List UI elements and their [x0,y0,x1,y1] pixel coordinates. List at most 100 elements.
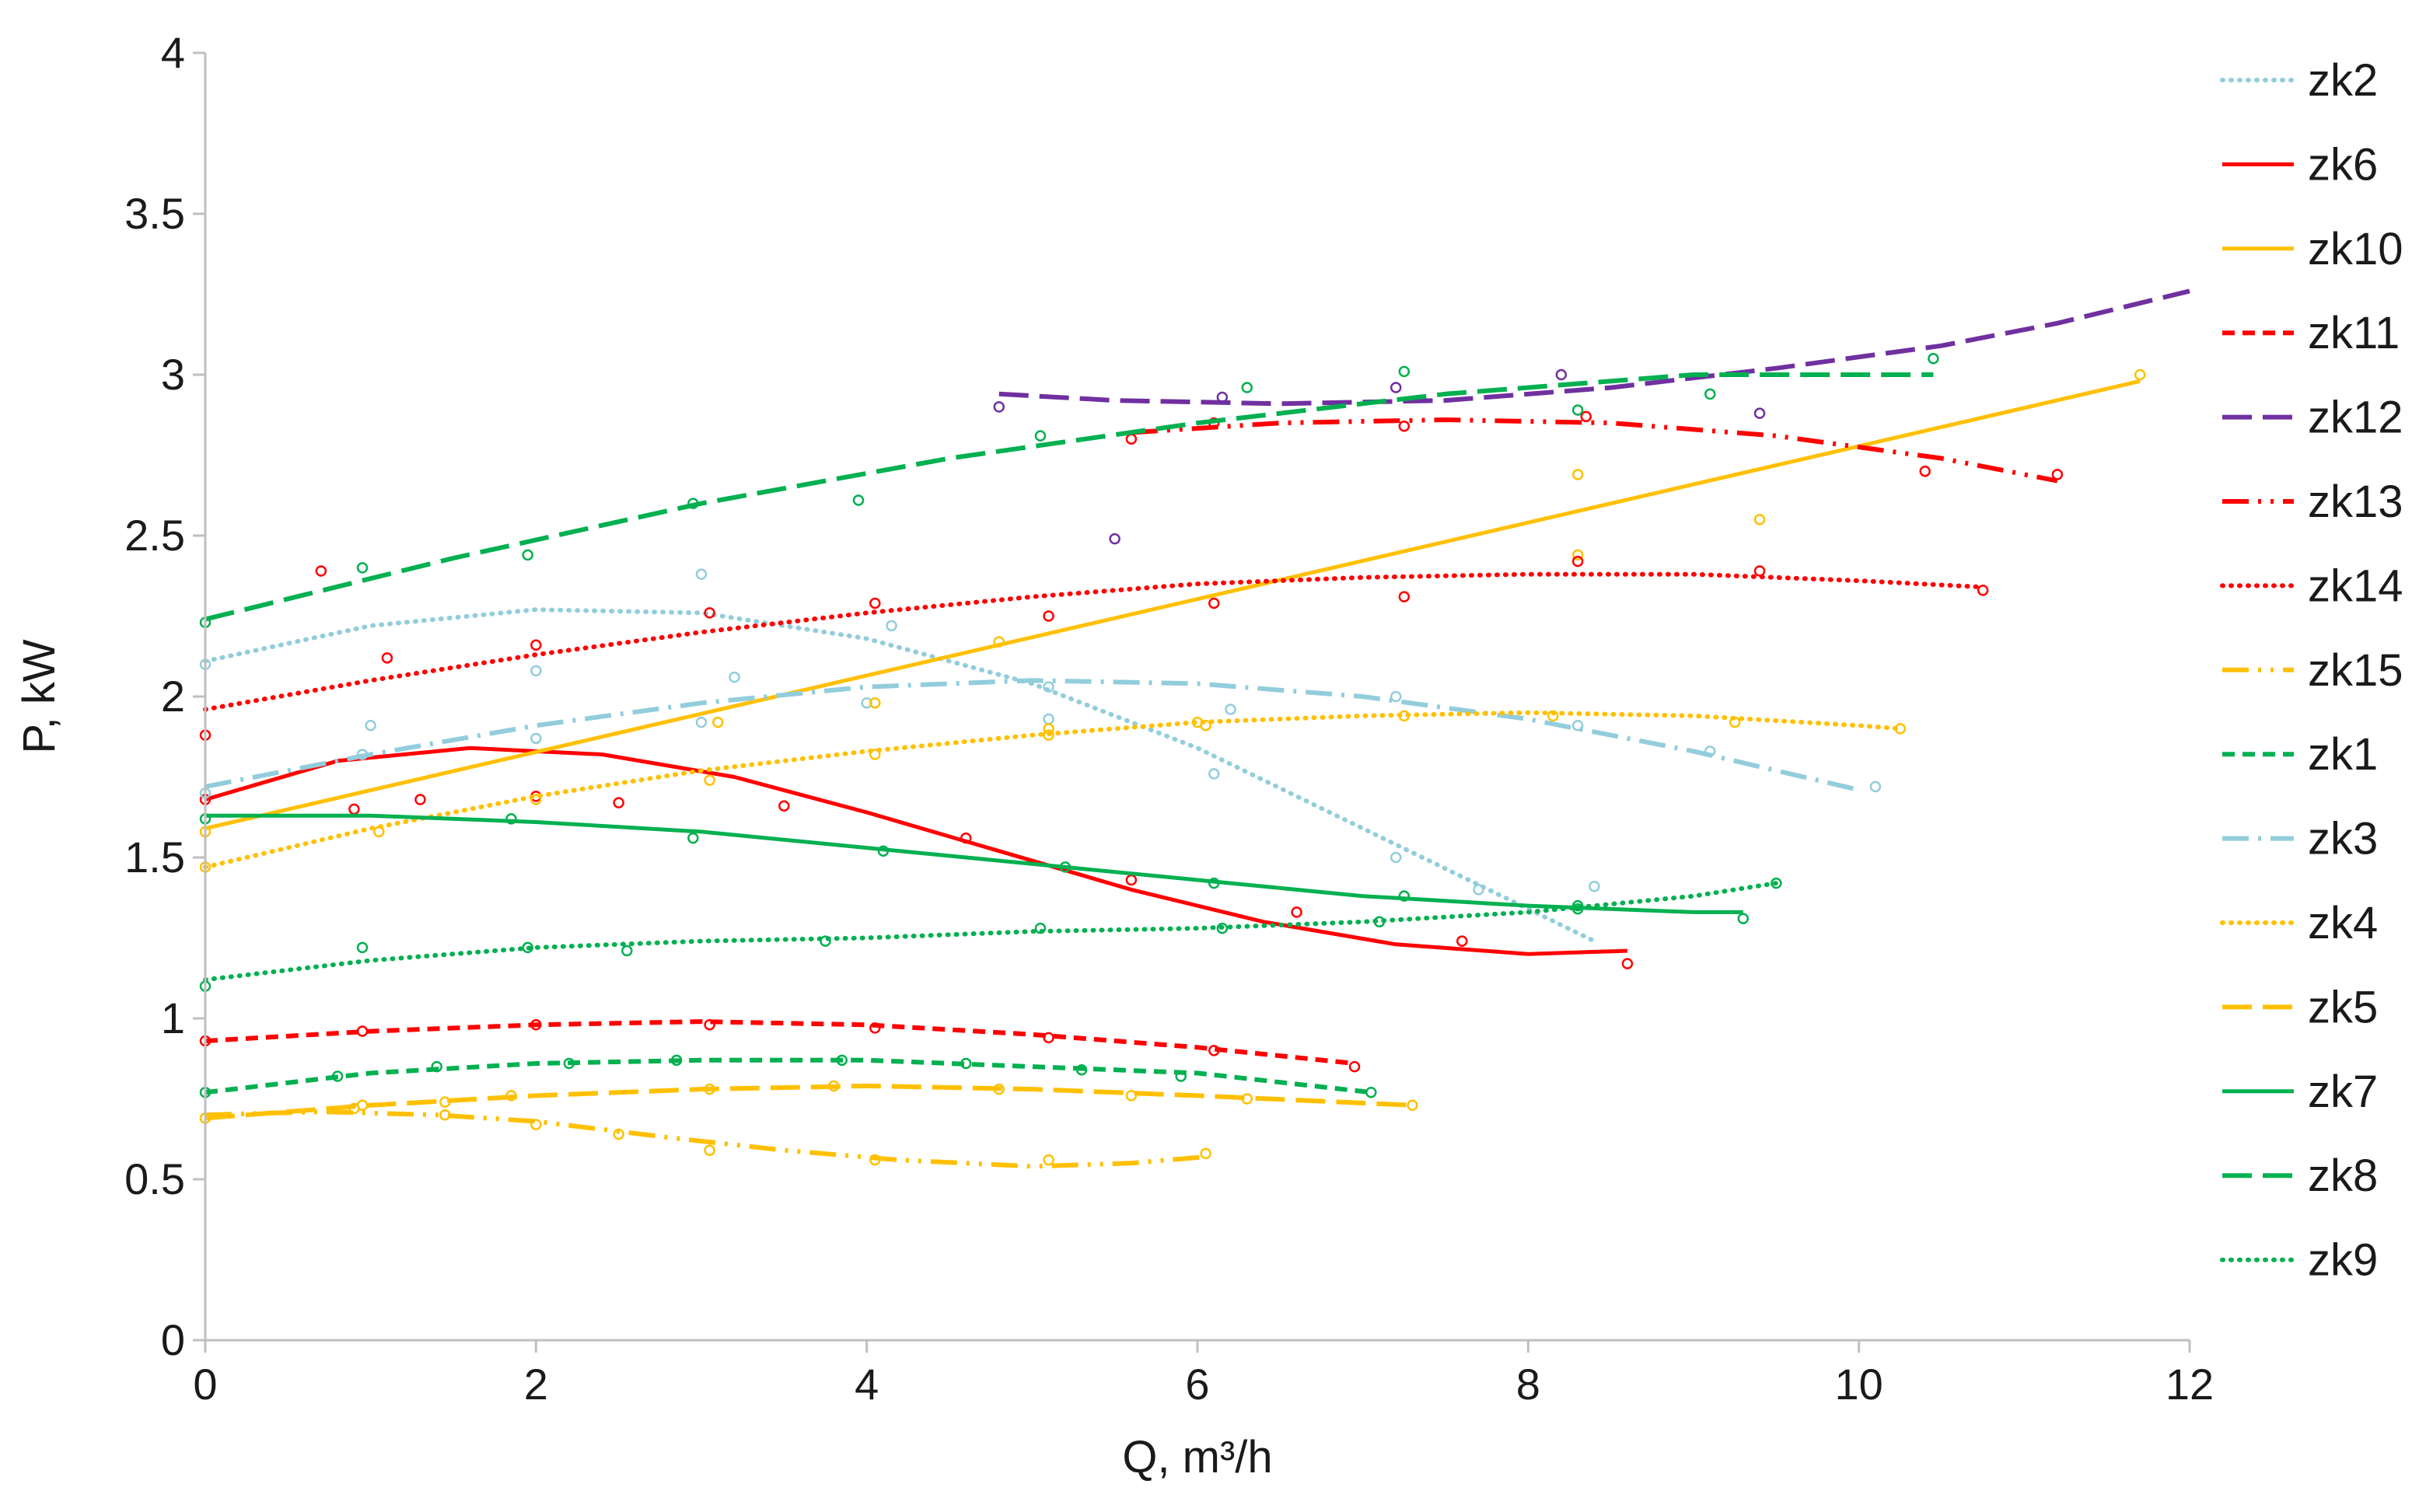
data-point-zk2 [365,720,376,732]
trend-line-zk4 [203,710,1903,870]
data-point-zk14 [315,565,327,577]
data-point-zk2 [729,671,740,683]
data-point-zk3 [530,732,542,745]
legend-item-zk15: zk15 [2222,645,2403,696]
legend-label: zk7 [2308,1067,2378,1117]
series-zk4 [199,636,1907,873]
data-point-zk15 [704,1144,715,1156]
data-point-zk12 [1753,407,1766,419]
legend-label: zk4 [2308,898,2378,948]
x-axis-ticks: 0 2 4 6 8 10 12 [193,1340,2214,1409]
series-layer [199,288,2190,1169]
legend-label: zk1 [2308,729,2378,780]
series-zk3 [199,678,1882,799]
trend-line-zk8 [204,372,1934,622]
legend-label: zk2 [2308,55,2378,106]
series-zk15 [199,1102,1211,1169]
data-point-zk8 [356,562,369,574]
data-point-zk5 [1125,1090,1138,1102]
data-point-zk4 [1200,720,1211,732]
data-point-zk3 [1390,690,1402,703]
data-point-zk8 [1571,404,1584,416]
data-point-zk9 [1571,899,1584,912]
data-point-zk13 [1398,420,1411,432]
data-point-zk15 [530,1119,542,1130]
trend-line-zk7 [205,813,1743,914]
data-point-zk3 [1869,780,1882,793]
x-axis-title: Q, m³/h [1122,1432,1272,1482]
data-point-zk4 [869,749,881,760]
legend-item-zk14: zk14 [2220,560,2403,611]
data-point-zk6 [1291,906,1302,918]
plot-area: 0 2 4 6 8 10 12 0 0.5 1 1.5 2 2.5 3 3.5 4 [124,28,2214,1409]
legend-item-zk5: zk5 [2222,982,2378,1032]
data-point-zk2 [1390,851,1402,864]
x-tick-label: 2 [524,1360,548,1409]
data-point-zk7 [687,832,699,844]
legend-label: zk15 [2308,645,2403,696]
data-point-zk14 [1977,585,1989,596]
data-point-zk6 [414,794,426,805]
trend-line-zk1 [204,1057,1372,1095]
data-point-zk10 [1571,549,1584,561]
legend-item-zk9: zk9 [2220,1235,2378,1286]
legend-item-zk12: zk12 [2222,393,2403,443]
series-zk12 [993,288,2190,545]
data-point-zk14 [1398,591,1411,602]
trend-line-zk14 [203,571,1986,712]
y-axis-title: P, kW [14,639,65,753]
data-point-zk2 [886,620,897,632]
data-point-zk2 [695,568,708,580]
data-point-zk8 [1241,382,1253,393]
data-point-zk4 [1043,729,1054,741]
legend-item-zk11: zk11 [2222,308,2400,358]
legend-item-zk10: zk10 [2222,224,2403,274]
data-point-zk14 [704,607,715,619]
y-tick-label: 3 [161,350,185,399]
data-point-zk6 [613,797,624,808]
legend-item-zk3: zk3 [2222,814,2378,864]
data-point-zk8 [852,494,865,506]
legend-item-zk7: zk7 [2222,1067,2378,1117]
data-point-zk13 [1580,410,1592,423]
y-axis-ticks: 0 0.5 1 1.5 2 2.5 3 3.5 4 [124,28,205,1364]
legend: zk2 zk6 zk10 zk11 zk12 zk13 zk14 zk15 zk1 zk3 zk4 z… [2220,55,2403,1286]
legend-item-zk4: zk4 [2220,898,2378,948]
trend-line-zk12 [998,288,2190,407]
data-point-zk8 [1034,430,1047,442]
data-point-zk9 [621,945,633,957]
data-point-zk2 [1208,768,1220,780]
data-point-zk3 [695,716,708,728]
data-point-zk12 [1555,368,1568,381]
data-point-zk3 [1225,704,1236,715]
data-point-zk7 [505,813,517,825]
y-tick-label: 2 [161,672,185,721]
data-point-zk12 [993,401,1005,413]
data-point-zk14 [1753,565,1766,577]
data-point-zk4 [704,774,715,786]
data-point-zk2 [530,665,542,677]
data-point-zk4 [530,794,542,805]
trend-line-zk3 [204,678,1860,793]
data-point-zk10 [2134,368,2146,381]
data-point-zk8 [1704,388,1716,400]
data-point-zk11 [1348,1060,1361,1073]
series-zk14 [199,555,1989,741]
data-point-zk9 [1771,877,1782,889]
legend-label: zk3 [2308,814,2378,864]
trend-line-zk11 [204,1019,1355,1066]
trend-line-zk13 [1131,417,2058,484]
data-point-zk5 [1407,1099,1418,1112]
legend-label: zk5 [2308,982,2378,1032]
data-point-zk2 [1589,881,1600,892]
legend-label: zk10 [2308,224,2403,274]
data-point-zk3 [1043,681,1054,693]
y-tick-label: 1.5 [124,833,185,882]
legend-label: zk13 [2308,477,2403,527]
legend-label: zk8 [2308,1151,2378,1201]
x-tick-label: 4 [855,1360,879,1409]
data-point-zk7 [1398,890,1411,902]
legend-item-zk2: zk2 [2220,55,2378,106]
data-point-zk9 [820,935,831,947]
x-tick-label: 12 [2166,1360,2214,1409]
